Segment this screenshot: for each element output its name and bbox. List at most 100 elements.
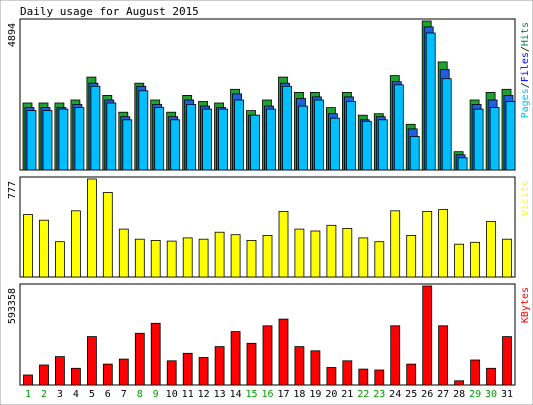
bar-kbytes-day-14 xyxy=(230,331,241,386)
panel-kbytes-legend: KBytes xyxy=(520,287,531,323)
bar-kbytes-day-22 xyxy=(358,368,369,386)
x-tick-label-11: 11 xyxy=(182,389,194,400)
bar-visits-day-17 xyxy=(278,210,289,278)
panel-requests-ymax-label: 4894 xyxy=(7,23,18,47)
bar-pages-day-12 xyxy=(202,108,213,171)
bar-pages-day-6 xyxy=(106,102,117,171)
bar-kbytes-day-19 xyxy=(310,350,321,386)
bar-visits-day-25 xyxy=(406,234,417,278)
bar-pages-day-3 xyxy=(58,108,69,171)
bar-kbytes-day-26 xyxy=(422,285,433,386)
x-tick-label-17: 17 xyxy=(277,389,289,400)
x-tick-label-25: 25 xyxy=(405,389,417,400)
legend-item-kbytes: KBytes xyxy=(520,287,531,323)
bar-pages-day-16 xyxy=(266,108,276,171)
bar-kbytes-day-30 xyxy=(486,367,496,386)
bar-pages-day-26 xyxy=(425,32,436,171)
panel-requests-legend: Pages/Files/Hits xyxy=(520,22,531,118)
svg-text:Pages/Files/Hits: Pages/Files/Hits xyxy=(520,22,531,118)
bar-kbytes-day-1 xyxy=(23,374,33,386)
bar-visits-day-18 xyxy=(294,228,305,278)
bar-kbytes-day-4 xyxy=(71,367,81,386)
bar-kbytes-day-29 xyxy=(470,359,481,386)
bar-visits-day-16 xyxy=(262,234,273,278)
x-tick-label-5: 5 xyxy=(89,389,95,400)
x-tick-label-2: 2 xyxy=(41,389,47,400)
legend-item-pages: Pages xyxy=(520,88,531,118)
bar-pages-day-13 xyxy=(218,108,229,171)
x-tick-label-29: 29 xyxy=(469,389,481,400)
bar-kbytes-day-23 xyxy=(374,369,385,386)
x-tick-label-15: 15 xyxy=(245,389,257,400)
svg-text:KBytes: KBytes xyxy=(520,287,531,323)
bar-pages-day-22 xyxy=(361,120,372,171)
bar-pages-day-7 xyxy=(122,119,133,171)
bar-visits-day-6 xyxy=(102,192,113,278)
x-tick-label-4: 4 xyxy=(73,389,79,400)
bar-visits-day-26 xyxy=(422,210,433,278)
x-tick-label-21: 21 xyxy=(341,389,353,400)
bar-visits-day-21 xyxy=(342,227,353,278)
bar-pages-day-1 xyxy=(26,110,37,171)
bar-pages-day-2 xyxy=(42,110,53,171)
bar-kbytes-day-31 xyxy=(502,336,512,386)
x-tick-label-28: 28 xyxy=(453,389,465,400)
bar-pages-day-11 xyxy=(186,104,197,171)
bar-visits-day-23 xyxy=(374,241,385,278)
bar-kbytes-day-17 xyxy=(278,318,289,386)
bar-kbytes-day-16 xyxy=(262,325,273,386)
x-tick-label-14: 14 xyxy=(230,389,242,400)
bar-pages-day-10 xyxy=(170,119,181,171)
x-tick-label-1: 1 xyxy=(25,389,31,400)
x-tick-label-7: 7 xyxy=(121,389,127,400)
bar-kbytes-day-11 xyxy=(182,352,193,386)
x-tick-label-16: 16 xyxy=(261,389,273,400)
bar-kbytes-day-24 xyxy=(390,325,401,386)
bar-kbytes-day-25 xyxy=(406,363,417,386)
legend-separator: / xyxy=(520,46,531,52)
bar-kbytes-day-20 xyxy=(326,367,337,386)
x-tick-label-9: 9 xyxy=(153,389,159,400)
bar-kbytes-day-6 xyxy=(102,363,113,386)
bar-visits-day-14 xyxy=(230,234,241,278)
bar-pages-day-25 xyxy=(409,136,420,171)
panel-requests: 4894 Pages/Files/Hits xyxy=(7,18,531,171)
panel-visits-ymax-label: 777 xyxy=(7,181,18,199)
bar-visits-day-7 xyxy=(118,228,129,278)
bar-pages-day-17 xyxy=(282,85,292,171)
chart-title: Daily usage for August 2015 xyxy=(20,5,199,18)
bar-visits-day-20 xyxy=(326,224,337,278)
x-tick-label-20: 20 xyxy=(325,389,337,400)
x-tick-label-22: 22 xyxy=(357,389,369,400)
bar-kbytes-day-10 xyxy=(166,360,177,386)
bar-kbytes-day-28 xyxy=(454,380,465,386)
bar-kbytes-day-13 xyxy=(214,346,225,386)
x-tick-label-31: 31 xyxy=(501,389,513,400)
legend-item-files: Files xyxy=(520,52,531,82)
bar-kbytes-day-7 xyxy=(118,358,129,386)
bar-pages-day-29 xyxy=(473,108,484,171)
bar-visits-day-30 xyxy=(486,221,496,278)
panel-kbytes-ymax-label: 593358 xyxy=(7,288,18,324)
bar-pages-day-15 xyxy=(250,114,260,171)
bar-visits-day-12 xyxy=(198,238,209,278)
x-tick-label-24: 24 xyxy=(389,389,401,400)
bar-visits-day-22 xyxy=(358,237,369,278)
bar-pages-day-9 xyxy=(154,107,165,171)
x-tick-label-13: 13 xyxy=(214,389,226,400)
x-tick-label-26: 26 xyxy=(421,389,433,400)
bar-pages-day-23 xyxy=(377,119,388,171)
panel-kbytes: 593358 KBytes xyxy=(7,283,531,386)
bar-visits-day-31 xyxy=(502,238,512,278)
x-axis-day-labels: 1 2 3 4 5 6 7 8 9 10 11 12 13 14 15 16 17 18 19 20 21 22 23 24 2… xyxy=(25,389,513,400)
x-tick-label-27: 27 xyxy=(437,389,449,400)
legend-separator: / xyxy=(520,82,531,88)
x-tick-label-10: 10 xyxy=(166,389,178,400)
bar-pages-day-30 xyxy=(489,107,500,171)
bar-kbytes-day-8 xyxy=(134,332,145,386)
bar-visits-day-15 xyxy=(246,239,257,278)
bar-pages-day-14 xyxy=(234,99,245,171)
bar-visits-day-19 xyxy=(310,230,321,278)
